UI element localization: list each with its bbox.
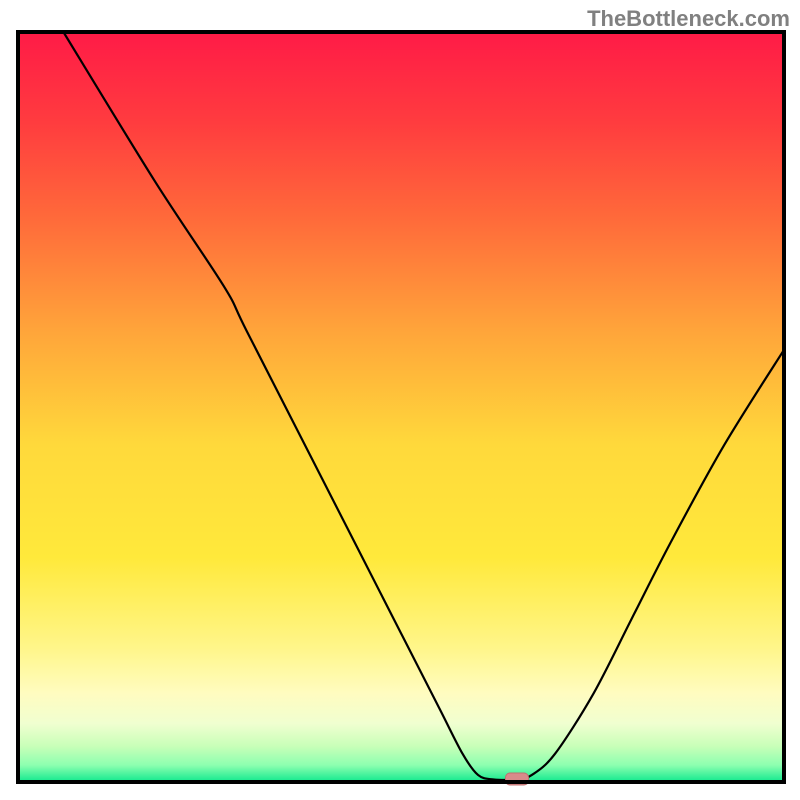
- plot-area: [16, 30, 786, 784]
- chart-container: TheBottleneck.com: [0, 0, 800, 800]
- bottleneck-curve: [16, 30, 786, 784]
- optimal-marker: [505, 773, 529, 786]
- watermark-label: TheBottleneck.com: [587, 6, 790, 32]
